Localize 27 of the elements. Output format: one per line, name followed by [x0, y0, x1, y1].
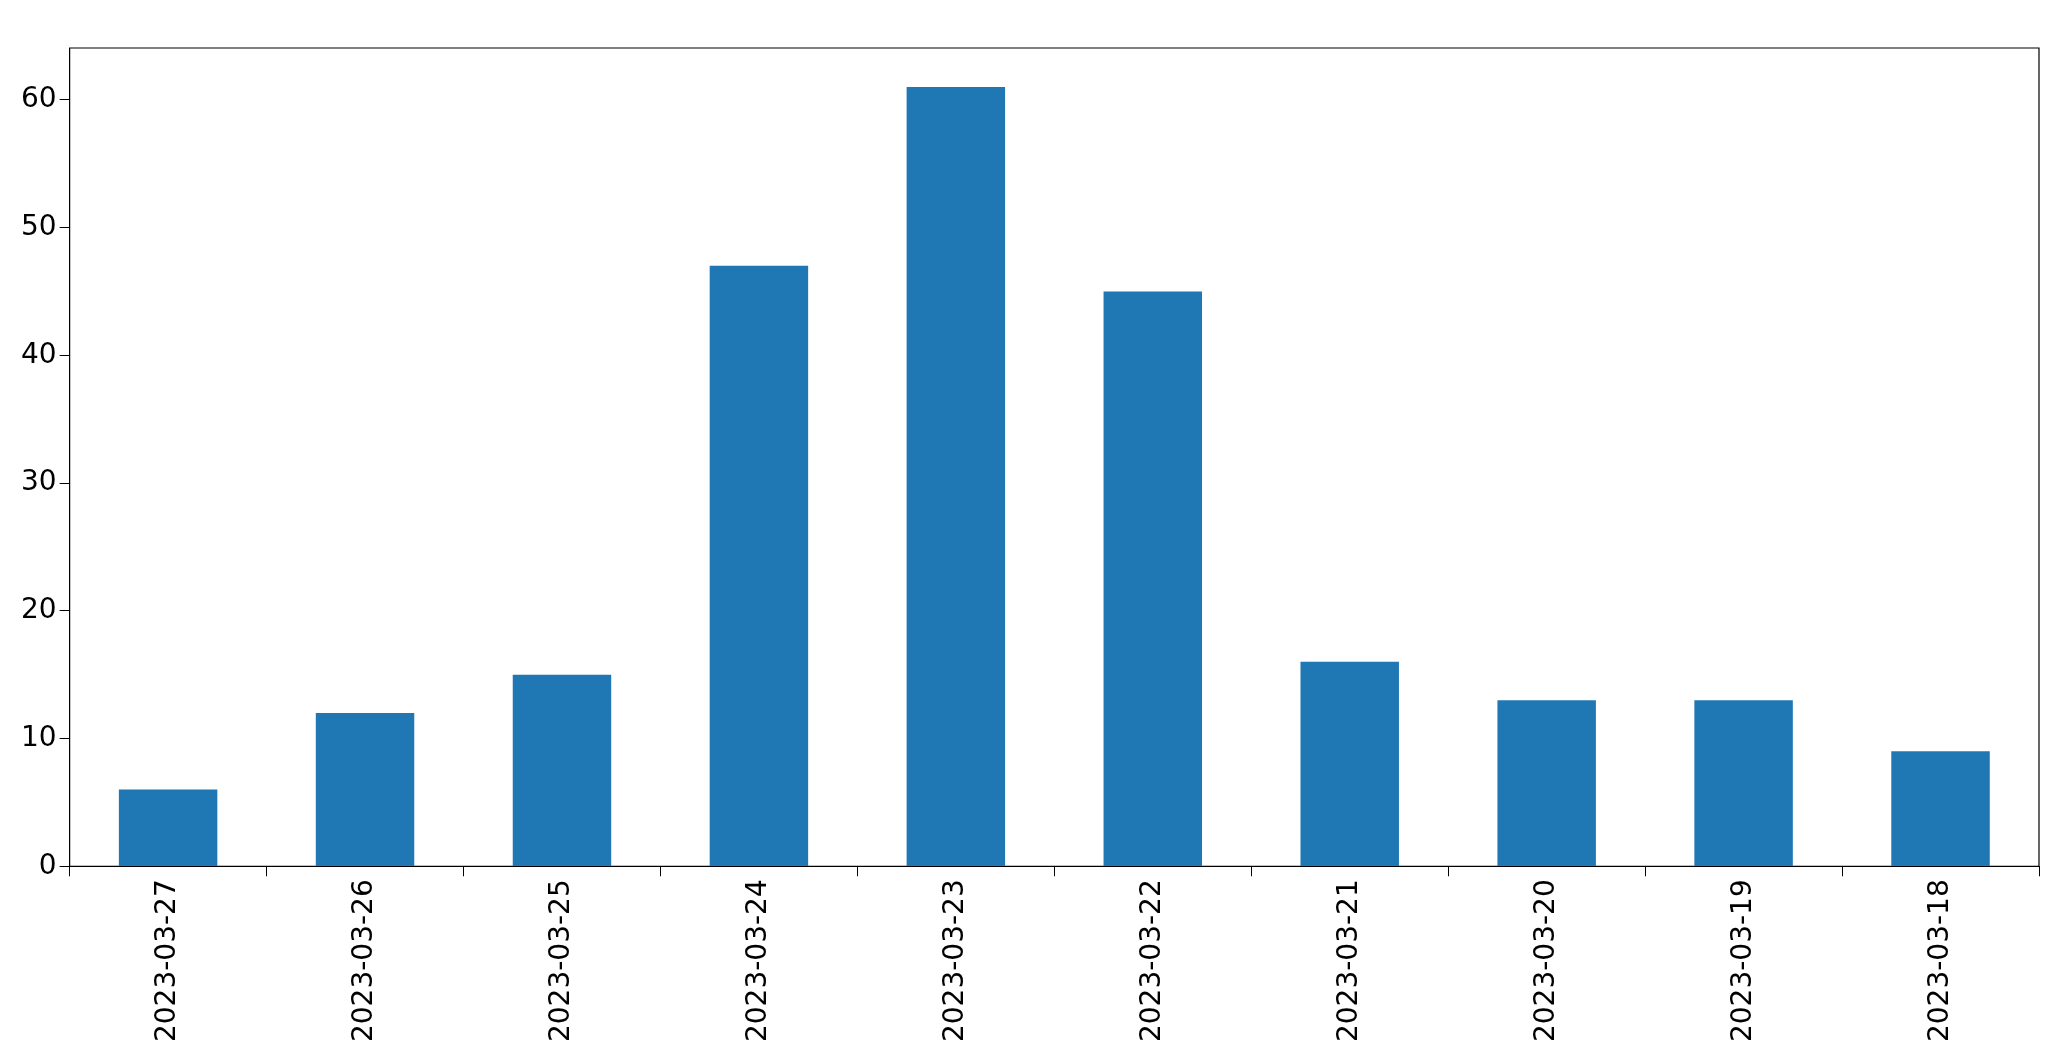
y-tick-label: 10 [20, 719, 57, 753]
x-tick-label: 2023-03-25 [543, 879, 577, 1043]
bar [1300, 661, 1399, 866]
bar [1497, 700, 1596, 866]
bar [118, 789, 218, 866]
x-tick-label: 2023-03-20 [1527, 879, 1561, 1043]
x-tick-label: 2023-03-21 [1331, 879, 1364, 1043]
y-tick-label: 0 [38, 847, 57, 881]
bar [709, 265, 809, 866]
bar [906, 86, 1006, 866]
bar [315, 712, 415, 866]
y-tick-label: 50 [20, 208, 57, 242]
bar [1694, 700, 1793, 866]
x-tick-label: 2023-03-18 [1921, 879, 1955, 1043]
x-tick-label: 2023-03-24 [740, 879, 774, 1043]
bar [512, 674, 612, 866]
y-tick-label: 60 [20, 81, 57, 115]
x-tick-label: 2023-03-27 [149, 879, 183, 1043]
x-tick-label: 2023-03-19 [1724, 879, 1758, 1043]
bar [1891, 751, 1990, 866]
y-tick-label: 40 [20, 336, 57, 370]
y-tick-label: 20 [20, 592, 57, 626]
bar [1103, 291, 1203, 866]
x-tick-label: 2023-03-22 [1134, 879, 1168, 1043]
x-tick-label: 2023-03-23 [937, 879, 971, 1043]
y-tick-label: 30 [20, 464, 57, 498]
x-tick-label: 2023-03-26 [346, 879, 380, 1043]
